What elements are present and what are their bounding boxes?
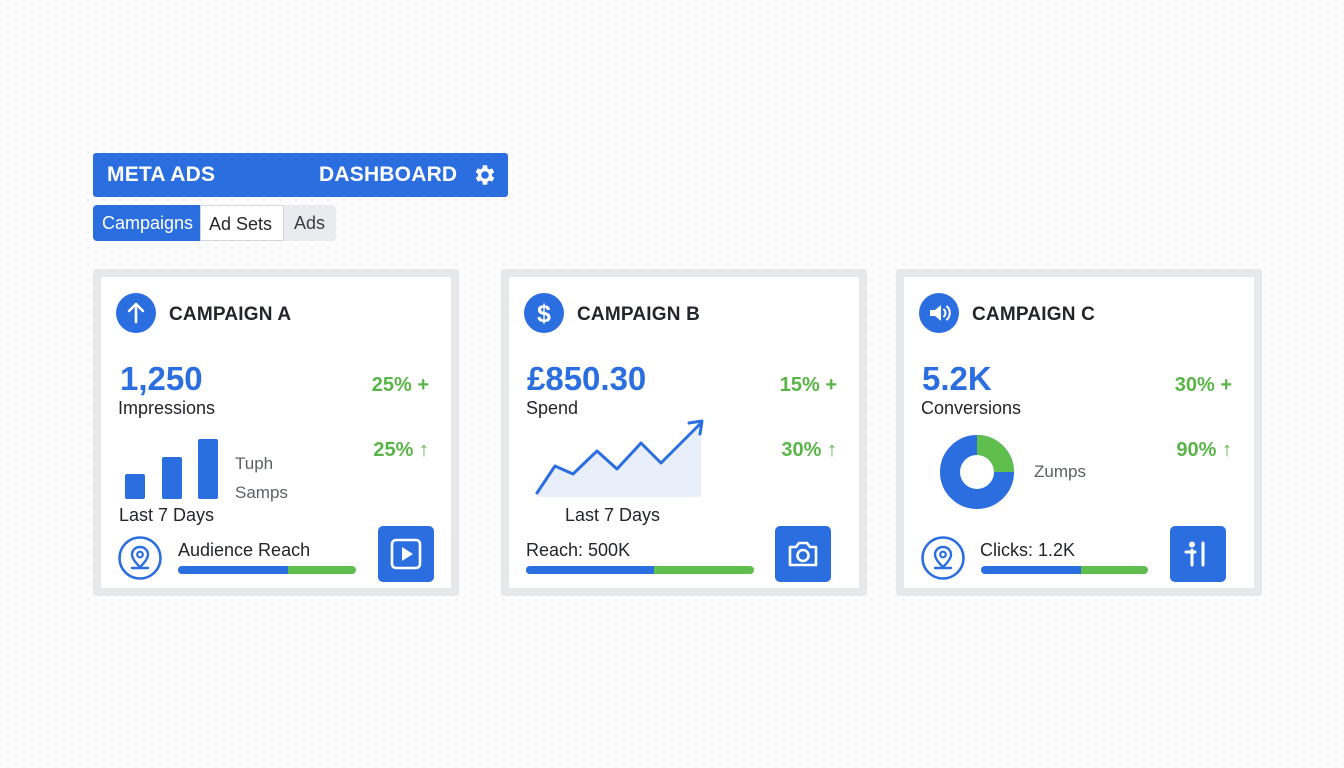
metric-label: Impressions [118, 398, 216, 418]
bar-1 [125, 474, 145, 499]
card-title: CAMPAIGN A [169, 304, 292, 325]
camera-icon [788, 541, 818, 567]
location-pin-icon [920, 535, 966, 581]
svg-text:$: $ [537, 300, 551, 328]
app-title: META ADS [107, 163, 216, 186]
play-icon [390, 538, 422, 570]
tab-ads[interactable]: Ads [284, 205, 336, 241]
progress-bar [981, 566, 1148, 574]
change-badge-primary: 15% + [779, 374, 837, 396]
bar-2 [162, 457, 182, 499]
chart-caption: Last 7 Days [565, 505, 661, 525]
footer-label: Reach: 500K [526, 540, 631, 560]
line-chart [535, 419, 704, 497]
progress-fill [526, 566, 654, 574]
campaign-card-a[interactable]: CAMPAIGN A 1,250 Impressions 25% + 25% ↑… [93, 269, 459, 596]
dollar-icon: $ [524, 293, 564, 333]
metric-value: £850.30 [527, 360, 647, 397]
tab-ad-sets[interactable]: Ad Sets [200, 205, 284, 241]
donut-segment-green [976, 435, 1014, 473]
change-badge-secondary: 90% ↑ [1176, 439, 1232, 461]
gear-icon[interactable] [472, 162, 498, 188]
page-title: DASHBOARD [319, 163, 458, 186]
progress-fill [981, 566, 1082, 574]
campaign-card-b[interactable]: $ CAMPAIGN B £850.30 Spend 15% + 30% ↑ L… [501, 269, 867, 596]
tab-campaigns[interactable]: Campaigns [93, 205, 200, 241]
tool-icon [1184, 541, 1205, 567]
metric-label: Conversions [921, 398, 1022, 418]
speaker-icon [919, 293, 959, 333]
camera-button[interactable] [775, 526, 831, 582]
donut-chart [940, 435, 1014, 509]
chart-caption: Last 7 Days [119, 505, 215, 525]
metric-label: Spend [526, 398, 579, 418]
trend-line [535, 421, 703, 495]
metric-value: 5.2K [922, 360, 992, 397]
progress-bar [178, 566, 356, 574]
change-badge-secondary: 25% ↑ [373, 439, 429, 461]
play-button[interactable] [378, 526, 434, 582]
card-title: CAMPAIGN C [972, 304, 1096, 325]
change-badge-primary: 25% + [371, 374, 429, 396]
change-badge-secondary: 30% ↑ [781, 439, 837, 461]
progress-bar [526, 566, 754, 574]
location-pin-icon [117, 535, 163, 581]
progress-fill [178, 566, 289, 574]
tool-button[interactable] [1170, 526, 1226, 582]
bar-chart [125, 439, 218, 499]
campaign-card-c[interactable]: CAMPAIGN C 5.2K Conversions 30% + 90% ↑ … [896, 269, 1262, 596]
tab-bar: Campaigns Ad Sets Ads [93, 205, 336, 241]
dashboard-header: META ADS DASHBOARD [93, 153, 508, 197]
card-title: CAMPAIGN B [577, 304, 701, 325]
footer-label: Clicks: 1.2K [980, 540, 1076, 560]
chart-label-tuph: Tuph [235, 454, 274, 473]
arrow-up-icon [116, 293, 156, 333]
metric-value: 1,250 [120, 360, 203, 397]
footer-label: Audience Reach [178, 540, 311, 560]
chart-label-zumps: Zumps [1034, 462, 1086, 481]
change-badge-primary: 30% + [1174, 374, 1232, 396]
bar-3 [198, 439, 218, 499]
chart-label-samps: Samps [235, 483, 288, 502]
trend-arrowhead [687, 419, 704, 436]
